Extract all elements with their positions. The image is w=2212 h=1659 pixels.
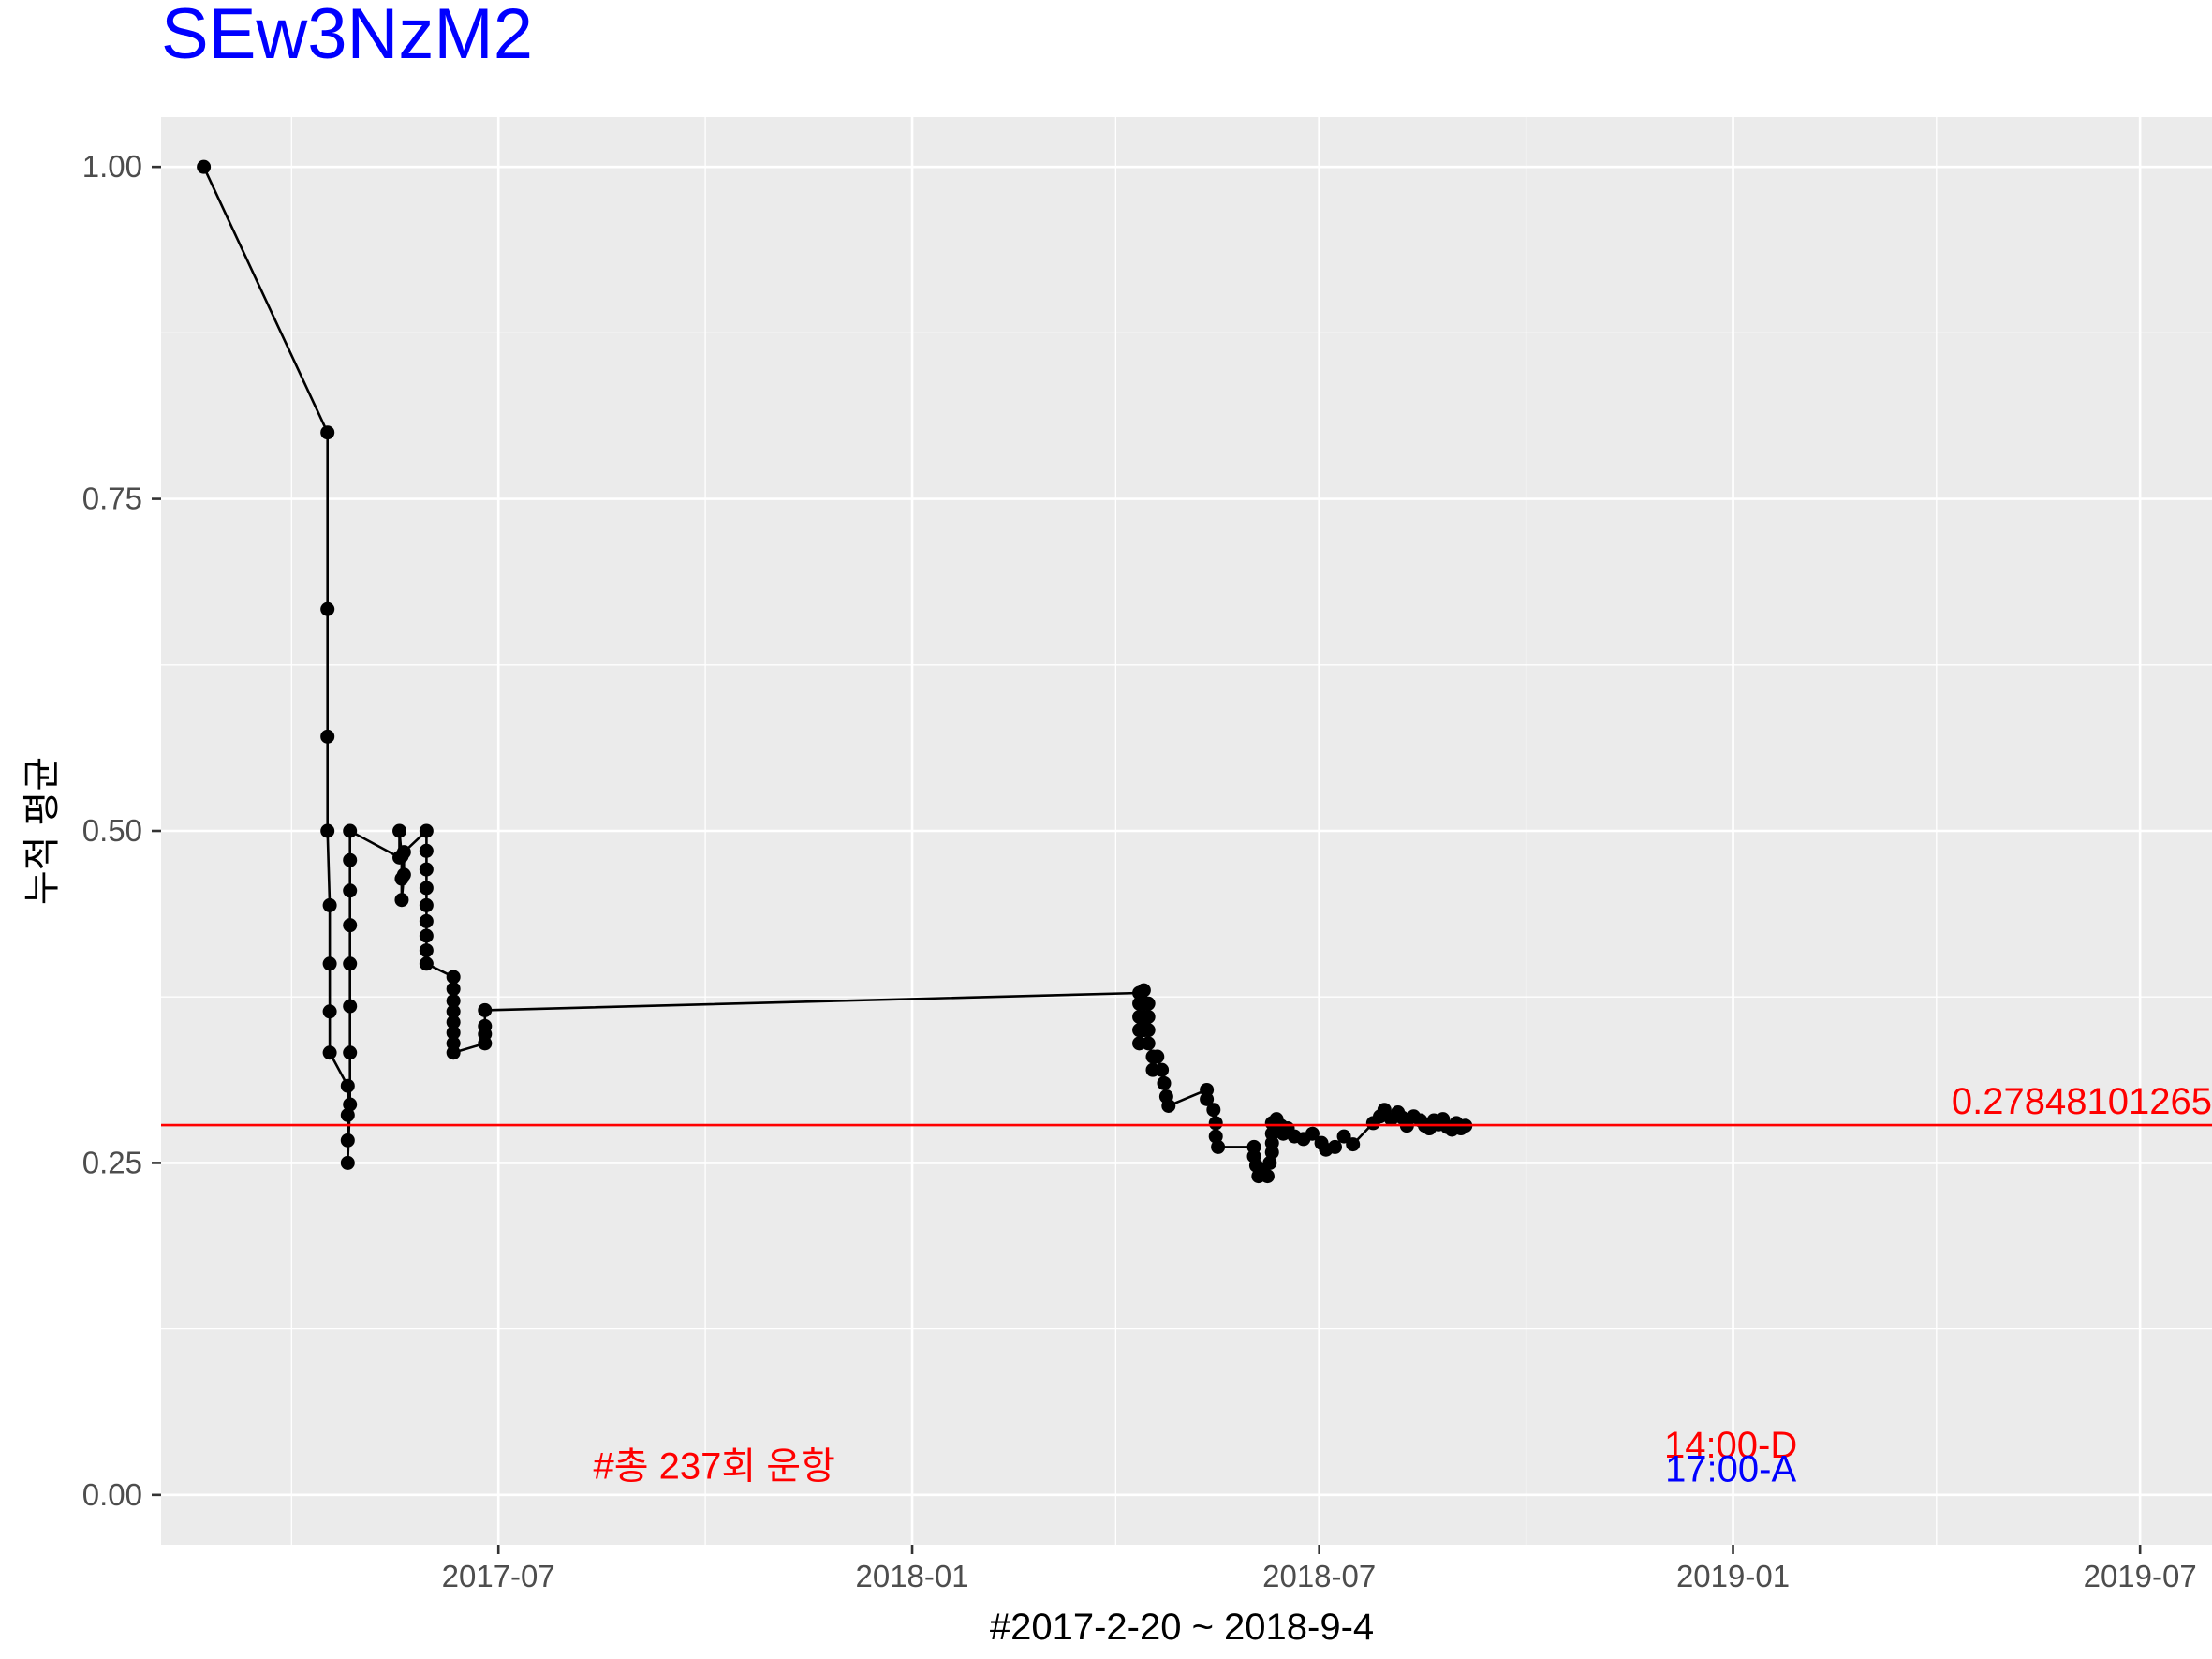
- data-point: [1161, 1098, 1176, 1113]
- data-point: [1208, 1129, 1223, 1144]
- y-axis-title: 누적 평균: [22, 757, 63, 905]
- data-point: [322, 1045, 337, 1060]
- x-tick-label: 2019-01: [1676, 1559, 1790, 1593]
- annotation-layer: #총 237회 운항 14:00-D17:00-A: [594, 1425, 1798, 1490]
- y-tick-label: 0.50: [82, 813, 142, 848]
- data-point: [343, 999, 358, 1014]
- grid-major: [161, 117, 2212, 1545]
- data-point: [1157, 1075, 1172, 1090]
- y-tick-label: 0.00: [82, 1477, 142, 1512]
- series-layer: [197, 159, 1473, 1184]
- data-point: [1141, 1023, 1156, 1038]
- x-axis-title: #2017-2-20 ~ 2018-9-4: [990, 1607, 1374, 1648]
- data-point: [322, 956, 337, 971]
- annotation-3: 17:00-A: [1665, 1448, 1796, 1489]
- data-point: [446, 982, 461, 997]
- data-point: [1141, 1009, 1156, 1024]
- annotation-1: #총 237회 운항: [594, 1446, 835, 1488]
- data-point: [340, 1107, 355, 1122]
- axis-layer: 2017-07 2018-01 2018-07 2019-01 2019-07 0.00 0…: [82, 149, 2197, 1593]
- data-point: [419, 881, 434, 896]
- data-point: [1305, 1126, 1320, 1141]
- data-point: [1155, 1062, 1170, 1077]
- data-point: [343, 1097, 358, 1112]
- data-point: [343, 883, 358, 898]
- hline-layer: 0.27848101265: [161, 1081, 2212, 1127]
- data-point: [394, 893, 409, 908]
- data-point: [392, 823, 407, 838]
- data-point: [322, 1004, 337, 1019]
- data-point: [320, 729, 335, 744]
- data-point: [1211, 1139, 1226, 1154]
- y-tick-label: 0.75: [82, 481, 142, 516]
- data-point: [446, 970, 461, 985]
- data-point: [343, 823, 358, 838]
- data-point: [1136, 983, 1151, 998]
- data-point: [419, 928, 434, 943]
- data-point: [340, 1133, 355, 1148]
- data-point: [419, 956, 434, 971]
- x-tick-label: 2018-07: [1262, 1559, 1376, 1593]
- data-point: [396, 845, 411, 860]
- data-point: [396, 867, 411, 882]
- data-point: [478, 1002, 493, 1017]
- data-point: [340, 1078, 355, 1093]
- data-point: [343, 956, 358, 971]
- data-point: [419, 843, 434, 858]
- data-point: [1346, 1137, 1361, 1152]
- data-point: [1262, 1155, 1277, 1170]
- x-tick-label: 2017-07: [442, 1559, 555, 1593]
- data-point: [1264, 1126, 1279, 1141]
- data-point: [1206, 1103, 1221, 1118]
- data-point: [419, 897, 434, 912]
- data-point: [419, 913, 434, 928]
- annotation-2: 14:00-D: [1664, 1425, 1797, 1466]
- data-point: [419, 862, 434, 877]
- data-point: [340, 1155, 355, 1170]
- data-point: [446, 1025, 461, 1040]
- chart-title: SEw3NzM2: [161, 0, 533, 74]
- data-point: [1327, 1139, 1342, 1154]
- data-point: [419, 823, 434, 838]
- data-point: [343, 1045, 358, 1060]
- data-point: [1141, 996, 1156, 1011]
- data-point: [343, 852, 358, 867]
- data-point: [1336, 1129, 1351, 1144]
- data-point: [343, 918, 358, 933]
- x-tick-label: 2018-01: [855, 1559, 968, 1593]
- data-point: [320, 425, 335, 440]
- data-point: [478, 1018, 493, 1033]
- data-point: [446, 1015, 461, 1029]
- data-point: [446, 1004, 461, 1019]
- y-tick-label: 0.25: [82, 1145, 142, 1179]
- data-point: [446, 1045, 461, 1060]
- data-point: [320, 601, 335, 616]
- data-point: [322, 897, 337, 912]
- data-point: [1200, 1091, 1215, 1106]
- data-point: [197, 159, 212, 174]
- data-point: [1260, 1169, 1275, 1184]
- data-point: [1141, 1036, 1156, 1051]
- data-point: [1208, 1116, 1223, 1131]
- hline-label: 0.27848101265: [1952, 1081, 2212, 1122]
- y-tick-label: 1.00: [82, 149, 142, 184]
- data-point: [419, 943, 434, 958]
- x-tick-label: 2019-07: [2084, 1559, 2197, 1593]
- data-point: [320, 823, 335, 838]
- data-point: [446, 993, 461, 1008]
- data-point: [1150, 1049, 1165, 1064]
